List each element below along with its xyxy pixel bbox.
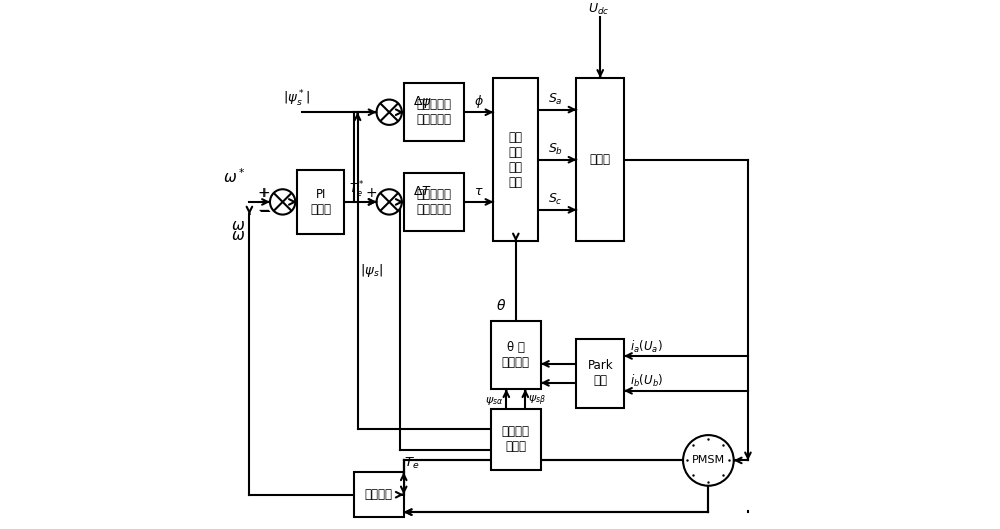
Circle shape xyxy=(377,189,402,215)
Text: $S_a$: $S_a$ xyxy=(548,92,562,106)
Text: $S_c$: $S_c$ xyxy=(548,191,562,207)
Text: 逆变器: 逆变器 xyxy=(590,153,611,166)
Text: $|\psi_s|$: $|\psi_s|$ xyxy=(360,262,383,279)
Text: +: + xyxy=(258,186,269,200)
Text: 开关
状态
信号
选择: 开关 状态 信号 选择 xyxy=(509,131,523,189)
Text: 转速检测: 转速检测 xyxy=(365,488,393,501)
Bar xyxy=(493,78,538,241)
Bar xyxy=(404,173,464,231)
Text: $\tau$: $\tau$ xyxy=(474,185,483,198)
Bar xyxy=(576,339,624,408)
Text: $\omega^*$: $\omega^*$ xyxy=(223,167,245,186)
Text: 三段式转矩
滞环比较器: 三段式转矩 滞环比较器 xyxy=(417,188,452,216)
Text: 两段式磁链
滞环比较器: 两段式磁链 滞环比较器 xyxy=(417,98,452,126)
Text: $\omega$: $\omega$ xyxy=(231,228,245,243)
Bar xyxy=(297,170,344,234)
Text: $|\psi_s^*|$: $|\psi_s^*|$ xyxy=(283,89,310,109)
Text: $\phi$: $\phi$ xyxy=(474,93,484,110)
Text: −: − xyxy=(258,204,271,219)
Text: $i_a(U_a)$: $i_a(U_a)$ xyxy=(630,339,663,354)
Text: $T_e$: $T_e$ xyxy=(404,455,419,471)
Text: +: + xyxy=(259,186,271,200)
Text: +: + xyxy=(365,186,377,200)
Text: $\psi_{s\alpha}$: $\psi_{s\alpha}$ xyxy=(485,395,504,407)
Text: −: − xyxy=(257,203,270,218)
Text: $U_{dc}$: $U_{dc}$ xyxy=(588,2,610,17)
Text: $\Delta T$: $\Delta T$ xyxy=(413,185,432,198)
Text: Park
变换: Park 变换 xyxy=(587,359,613,387)
Bar xyxy=(354,472,404,517)
Bar xyxy=(491,321,541,389)
Text: $i_b(U_b)$: $i_b(U_b)$ xyxy=(630,373,664,389)
Circle shape xyxy=(683,435,734,486)
Circle shape xyxy=(270,189,295,215)
Text: $\psi_{s\beta}$: $\psi_{s\beta}$ xyxy=(528,394,546,408)
Bar xyxy=(491,409,541,470)
Bar xyxy=(576,78,624,241)
Text: $\Delta\psi$: $\Delta\psi$ xyxy=(413,94,432,110)
Text: $\theta$: $\theta$ xyxy=(496,298,506,313)
Circle shape xyxy=(377,99,402,125)
Text: θ 新
判定方法: θ 新 判定方法 xyxy=(502,341,530,369)
Text: PI
调节器: PI 调节器 xyxy=(310,188,331,216)
Text: $T_e^*$: $T_e^*$ xyxy=(349,180,365,200)
Text: 转矩磁链
观测器: 转矩磁链 观测器 xyxy=(502,425,530,453)
Bar xyxy=(404,83,464,141)
Text: PMSM: PMSM xyxy=(692,455,725,466)
Text: $\omega$: $\omega$ xyxy=(231,218,245,233)
Text: $S_b$: $S_b$ xyxy=(548,142,563,157)
